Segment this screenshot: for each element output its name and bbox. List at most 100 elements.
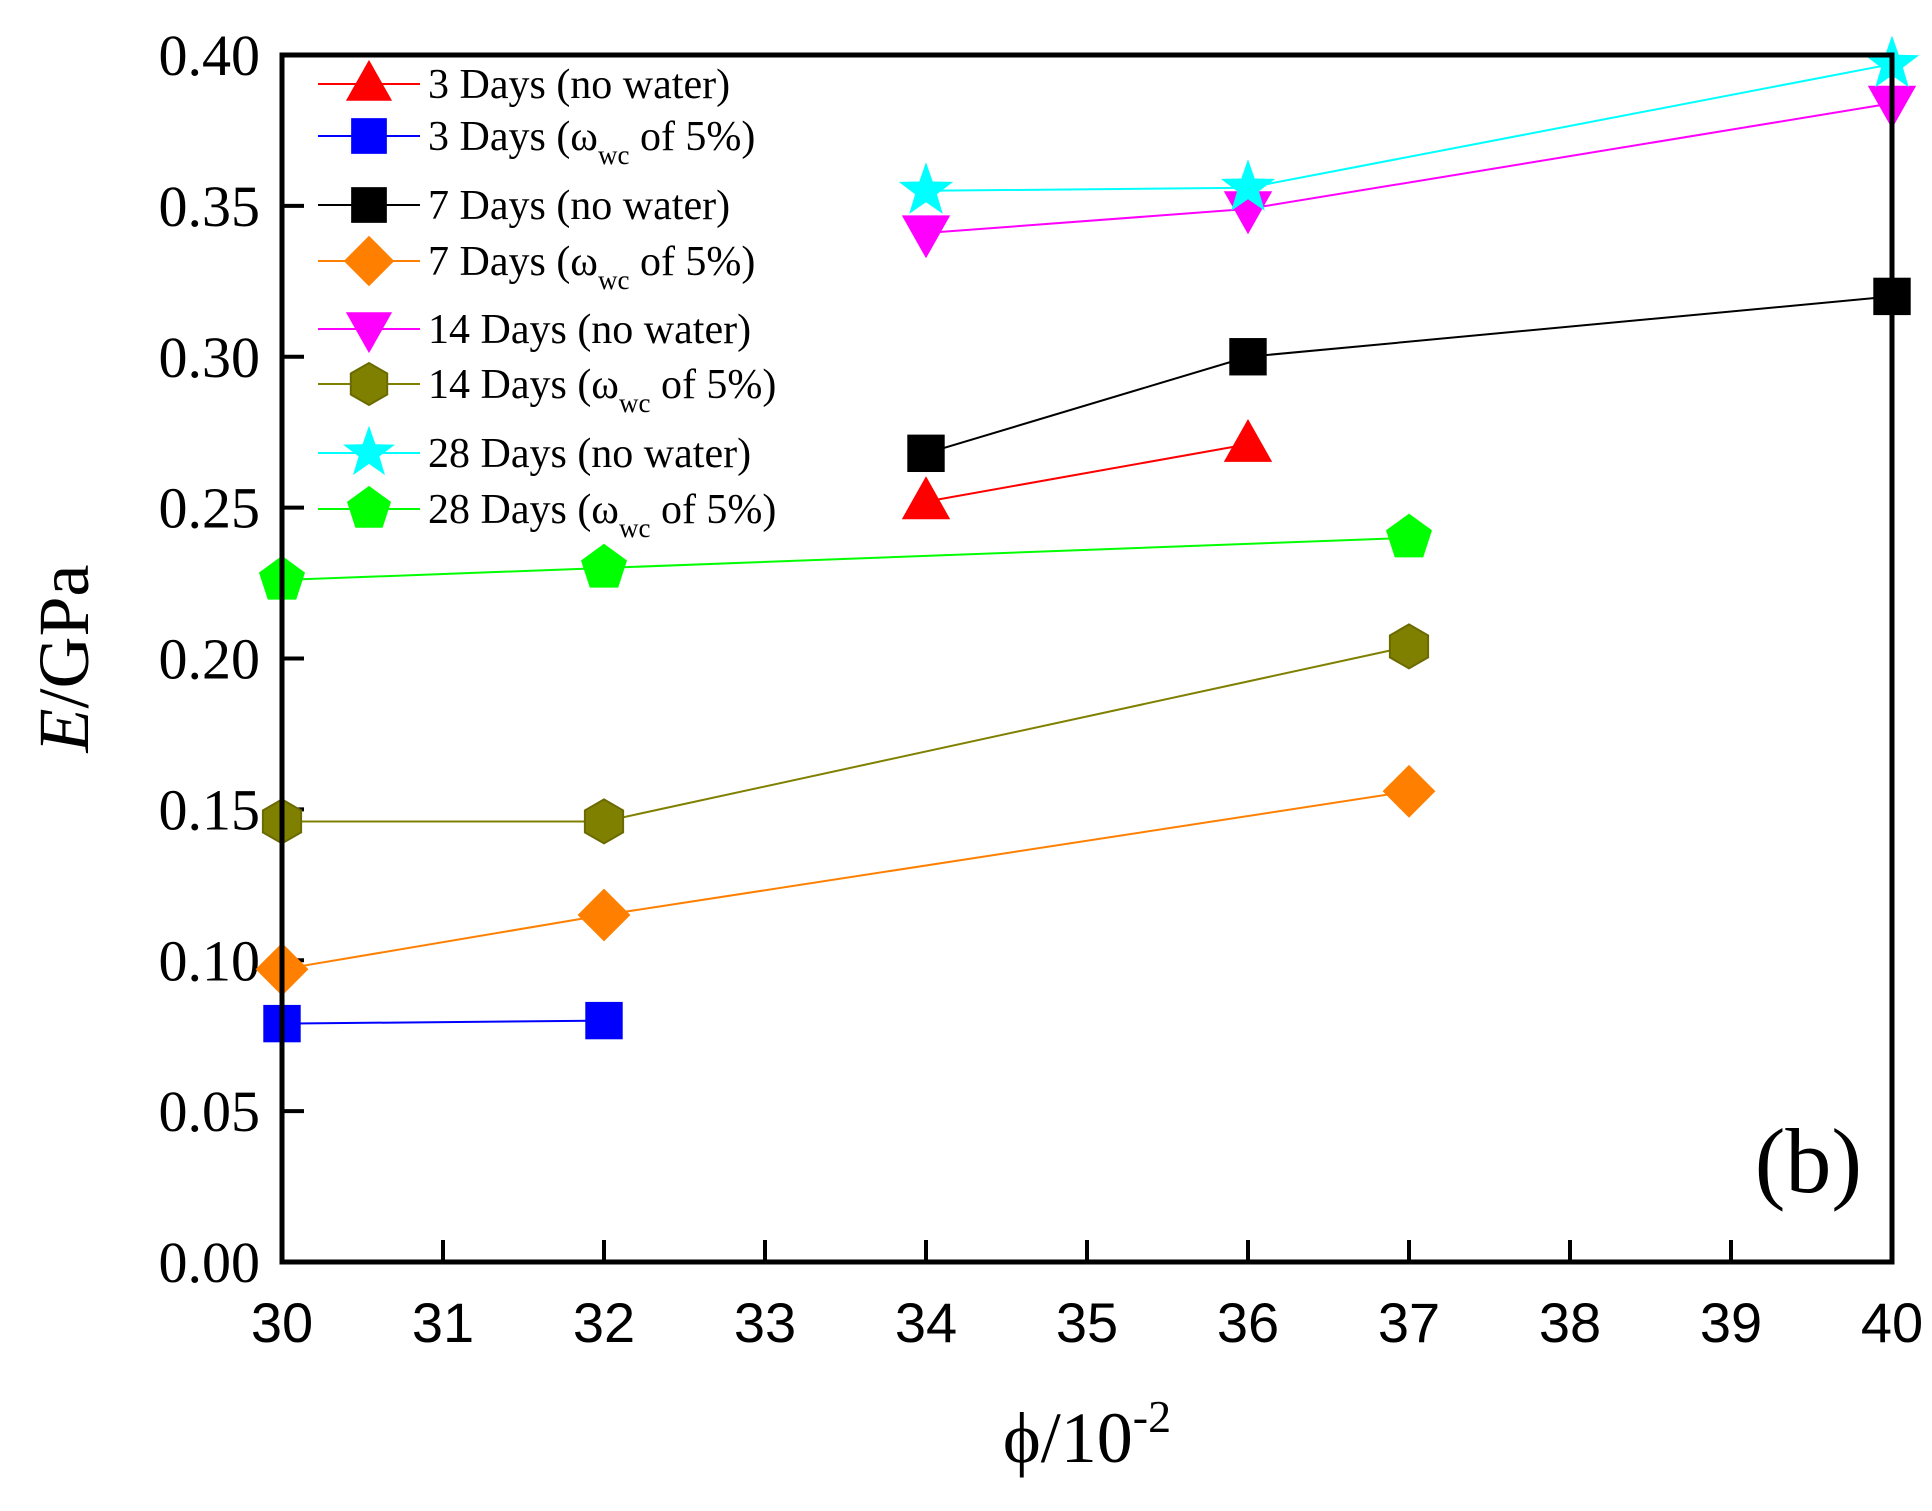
y-axis-label: E/GPa: [24, 565, 104, 754]
x-tick-label: 33: [734, 1291, 796, 1354]
y-axis-label-italic: E: [24, 709, 104, 754]
x-tick-label: 30: [251, 1291, 313, 1354]
y-tick-label: 0.05: [159, 1079, 261, 1144]
y-axis-label-text: /GPa: [24, 565, 104, 709]
legend-item: 7 Days (ωwc of 5%): [318, 235, 755, 295]
data-point: [1229, 338, 1267, 376]
x-tick-label: 37: [1378, 1291, 1440, 1354]
x-tick-label: 32: [573, 1291, 635, 1354]
y-tick-label: 0.15: [159, 777, 261, 842]
series-3: [255, 764, 1436, 996]
y-tick-label: 0.20: [159, 627, 261, 692]
legend-label-text: 14 Days (ω: [428, 362, 619, 408]
legend-label-text: of 5%): [629, 239, 755, 285]
x-tick-label: 40: [1861, 1291, 1923, 1354]
series-line: [925, 102, 1893, 235]
data-point: [1386, 513, 1432, 558]
legend-item: 14 Days (no water): [318, 307, 751, 354]
legend-item: 28 Days (ωwc of 5%): [318, 485, 776, 543]
data-point: [583, 798, 625, 845]
legend-marker: [349, 361, 389, 407]
legend-label-subscript: wc: [598, 265, 629, 295]
legend-label-text: 3 Days (no water): [428, 62, 730, 108]
series-line: [281, 536, 1410, 582]
legend-label: 3 Days (ωwc of 5%): [428, 114, 755, 170]
legend-marker: [351, 187, 387, 223]
data-point: [1382, 764, 1436, 818]
legend-label: 3 Days (no water): [428, 62, 730, 108]
plot-frame: [279, 52, 1895, 1265]
legend-label-subscript: wc: [619, 388, 650, 418]
y-tick-label: 0.40: [159, 23, 261, 88]
x-tick-label: 38: [1539, 1291, 1601, 1354]
axes-layer: 30 31 32 33 34 35 36 37 38 39 40 0.00 0.05 0.10 0.15 0.…: [159, 23, 1924, 1354]
legend-label: 14 Days (no water): [428, 307, 751, 353]
legend-label-text: 7 Days (ω: [428, 239, 598, 285]
data-point: [1220, 159, 1276, 211]
legend: 3 Days (no water)3 Days (ωwc of 5%)7 Day…: [318, 59, 776, 543]
legend-label-text: 28 Days (ω: [428, 487, 619, 533]
data-point: [585, 1001, 623, 1040]
series-5: [261, 623, 1430, 845]
data-point: [581, 543, 627, 588]
legend-label-text: of 5%): [650, 362, 776, 408]
legend-label: 7 Days (ωwc of 5%): [428, 239, 755, 295]
legend-label: 28 Days (no water): [428, 431, 751, 477]
data-point: [907, 434, 945, 473]
legend-marker: [345, 59, 393, 101]
x-tick-label: 31: [412, 1291, 474, 1354]
data-point: [1388, 623, 1430, 670]
legend-item: 3 Days (no water): [318, 59, 730, 108]
y-tick-label: 0.10: [159, 928, 261, 993]
x-axis-label: ϕ/10-2: [1003, 1391, 1171, 1478]
x-tick-label: 34: [895, 1291, 957, 1354]
x-tick-label: 35: [1056, 1291, 1118, 1354]
legend-item: 14 Days (ωwc of 5%): [318, 361, 776, 418]
series-line: [282, 645, 1410, 823]
legend-item: 28 Days (no water): [318, 425, 751, 477]
legend-marker: [351, 118, 387, 154]
data-point: [1223, 419, 1273, 462]
legend-marker: [343, 425, 395, 476]
legend-label: 14 Days (ωwc of 5%): [428, 362, 776, 418]
series-line: [925, 295, 1893, 455]
y-tick-label: 0.35: [159, 174, 261, 239]
data-point: [898, 162, 954, 214]
panel-label: (b): [1755, 1110, 1862, 1212]
legend-item: 7 Days (no water): [318, 183, 730, 229]
y-tick-label: 0.00: [159, 1230, 261, 1295]
y-tick-label: 0.25: [159, 476, 261, 541]
legend-label: 28 Days (ωwc of 5%): [428, 487, 776, 543]
series-line: [281, 1019, 605, 1025]
series-2: [907, 277, 1911, 473]
legend-label: 7 Days (no water): [428, 183, 730, 229]
data-point: [577, 888, 631, 942]
y-tick-label: 0.30: [159, 325, 261, 390]
legend-marker: [343, 235, 395, 287]
data-point: [901, 476, 951, 520]
series-1: [263, 1001, 623, 1043]
legend-label-text: of 5%): [629, 114, 755, 160]
series-0: [901, 419, 1273, 520]
series-line: [281, 790, 1410, 971]
x-tick-label: 36: [1217, 1291, 1279, 1354]
legend-marker: [345, 312, 393, 354]
legend-label-text: 14 Days (no water): [428, 307, 751, 353]
legend-label-text: 3 Days (ω: [428, 114, 598, 160]
x-axis-label-superscript: -2: [1133, 1391, 1171, 1442]
legend-item: 3 Days (ωwc of 5%): [318, 114, 755, 170]
legend-label-text: 7 Days (no water): [428, 183, 730, 229]
x-axis-label-text: ϕ/10: [1003, 1398, 1133, 1478]
series-4: [901, 85, 1917, 259]
legend-marker: [347, 485, 391, 528]
series-7: [259, 513, 1432, 600]
series-line: [925, 443, 1249, 503]
legend-label-text: 28 Days (no water): [428, 431, 751, 477]
legend-label-subscript: wc: [598, 140, 629, 170]
data-point: [901, 215, 951, 259]
x-tick-label: 39: [1700, 1291, 1762, 1354]
legend-label-subscript: wc: [619, 513, 650, 543]
legend-label-text: of 5%): [650, 487, 776, 533]
